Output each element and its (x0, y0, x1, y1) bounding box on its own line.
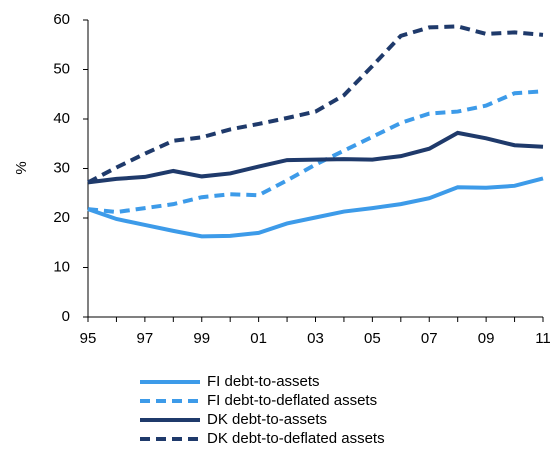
y-tick-label: 10 (53, 258, 70, 275)
legend-label: FI debt-to-assets (207, 373, 320, 390)
x-tick-label: 09 (478, 330, 495, 347)
x-tick-label: 97 (137, 330, 154, 347)
x-tick-label: 05 (364, 330, 381, 347)
y-tick-label: 60 (53, 11, 70, 28)
x-tick-label: 01 (250, 330, 267, 347)
y-tick-label: 20 (53, 209, 70, 226)
x-tick-label: 99 (193, 330, 210, 347)
series-line (87, 176, 544, 239)
legend-label: FI debt-to-deflated assets (207, 392, 377, 409)
legend-label: DK debt-to-assets (207, 411, 327, 428)
x-tick-label: 95 (80, 330, 97, 347)
series-line (87, 24, 544, 185)
legend-label: DK debt-to-deflated assets (207, 430, 385, 447)
x-tick-label: 11 (535, 330, 551, 347)
series-line (87, 130, 544, 185)
y-axis-label: % (13, 161, 30, 174)
y-tick-label: 0 (62, 308, 70, 325)
y-tick-label: 40 (53, 110, 70, 127)
x-tick-label: 03 (307, 330, 324, 347)
x-tick-label: 07 (421, 330, 438, 347)
y-tick-label: 30 (53, 159, 70, 176)
y-tick-label: 50 (53, 60, 70, 77)
series-line (87, 89, 544, 215)
